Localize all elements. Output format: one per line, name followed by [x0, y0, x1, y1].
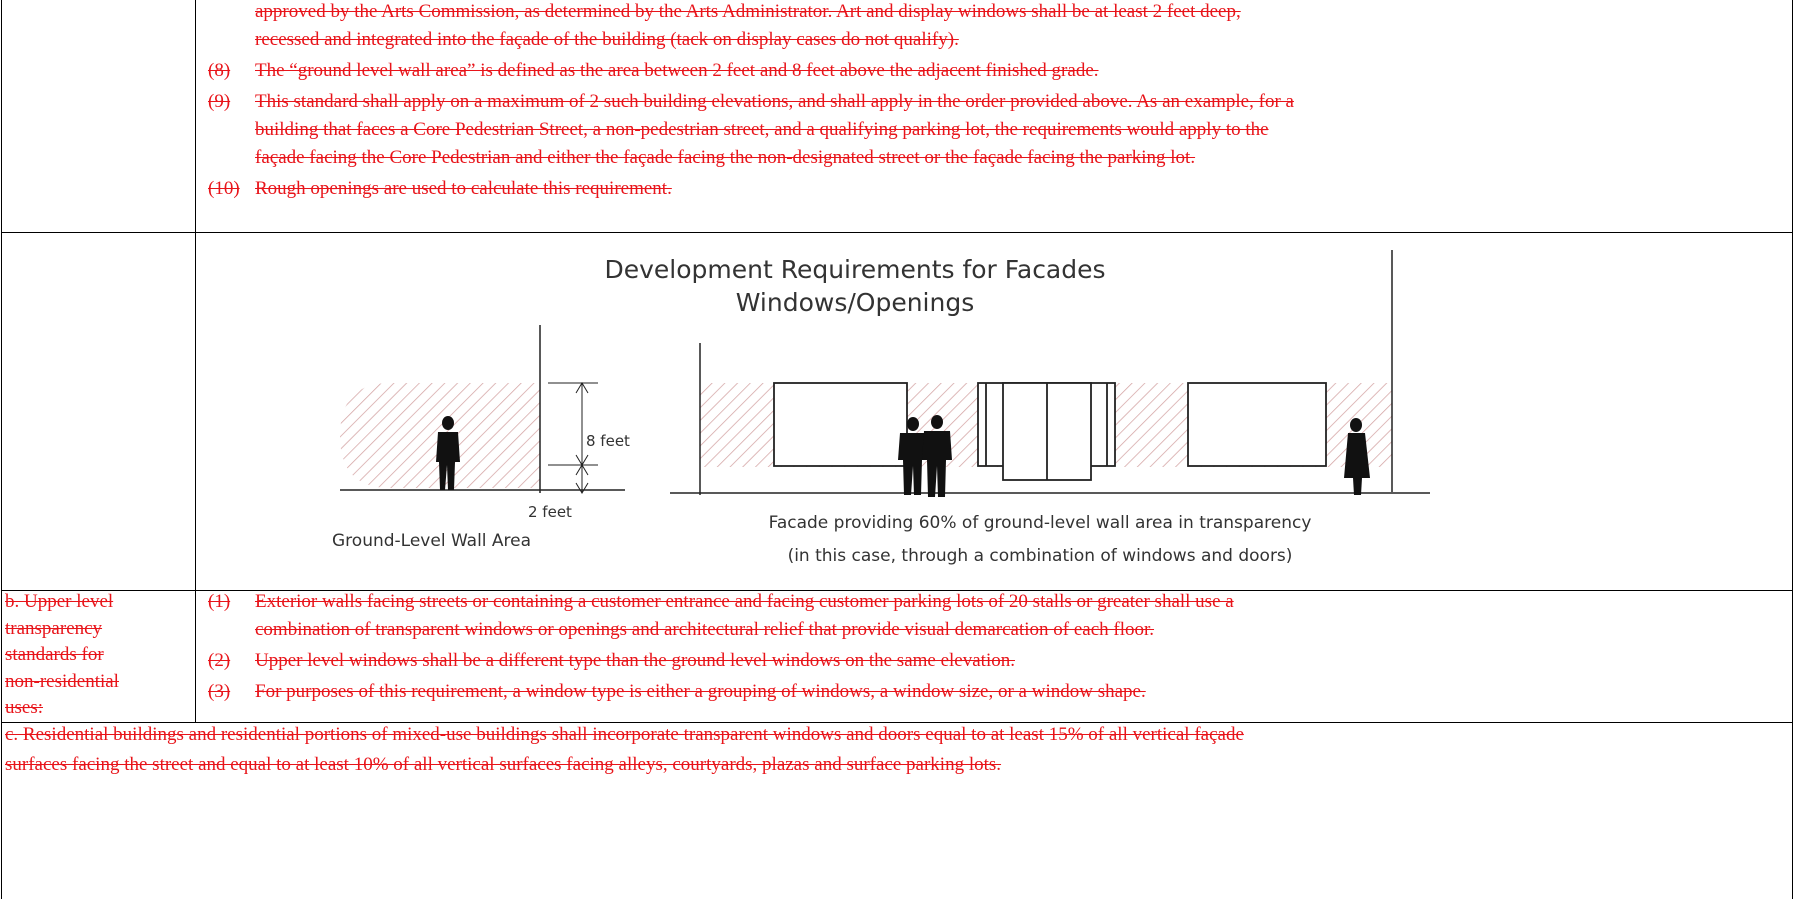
people: [898, 415, 1370, 497]
figure-caption: Ground-Level Wall Area: [332, 531, 531, 551]
item-text: The “ground level wall area” is defined …: [255, 60, 1099, 81]
item-text: Rough openings are used to calculate thi…: [255, 178, 672, 199]
windows: [773, 382, 1327, 481]
row-label: b. Upper level: [5, 591, 114, 612]
border: [1, 232, 1793, 233]
border: [1, 590, 1793, 591]
paragraph: c. Residential buildings and residential…: [5, 724, 1244, 745]
person: [436, 416, 460, 490]
row-label: standards for: [5, 644, 104, 665]
item-text: For purposes of this requirement, a wind…: [255, 681, 1146, 702]
item-number: (1): [208, 591, 231, 612]
row-label: uses:: [5, 697, 43, 718]
item-text: façade facing the Core Pedestrian and ei…: [255, 147, 1196, 168]
row-label: transparency: [5, 617, 103, 639]
figure-title: Development Requirements for Facades: [604, 255, 1105, 284]
item-number: (2): [208, 650, 231, 671]
paragraph: approved by the Arts Commission, as dete…: [255, 1, 1241, 22]
arrows: [575, 382, 589, 494]
figure-title: Windows/Openings: [736, 288, 974, 317]
border: [1, 722, 1793, 723]
figure-caption: (in this case, through a combination of …: [788, 546, 1293, 566]
item-text: This standard shall apply on a maximum o…: [255, 91, 1294, 112]
item-number: (9): [208, 91, 231, 112]
dimension-label: 2 feet: [528, 503, 572, 521]
border: [1792, 0, 1793, 899]
item-number: (8): [208, 60, 231, 81]
row-label: non-residential: [5, 670, 119, 692]
item-number: (10): [208, 178, 240, 199]
border: [1, 0, 2, 899]
dimension-label: 8 feet: [586, 432, 630, 450]
paragraph: surfaces facing the street and equal to …: [5, 754, 1002, 775]
item-text: Upper level windows shall be a different…: [255, 650, 1015, 671]
item-text: building that faces a Core Pedestrian St…: [255, 119, 1269, 140]
paragraph: recessed and integrated into the façade …: [255, 29, 959, 50]
item-number: (3): [208, 681, 231, 702]
item-text: Exterior walls facing streets or contain…: [255, 591, 1234, 612]
figure-caption: Facade providing 60% of ground-level wal…: [769, 513, 1312, 533]
border: [195, 0, 196, 722]
item-text: combination of transparent windows or op…: [255, 619, 1155, 640]
